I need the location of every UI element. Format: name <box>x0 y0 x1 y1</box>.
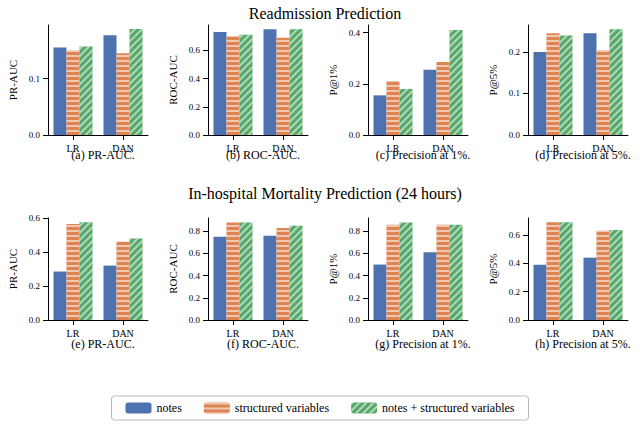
svg-text:Readmission Prediction: Readmission Prediction <box>249 5 401 22</box>
svg-text:0.0: 0.0 <box>349 130 361 140</box>
svg-text:0.2: 0.2 <box>29 281 40 291</box>
svg-text:DAN: DAN <box>272 327 294 339</box>
svg-text:0.0: 0.0 <box>509 315 521 325</box>
svg-text:LR: LR <box>226 327 240 339</box>
svg-text:0.2: 0.2 <box>349 293 360 303</box>
svg-text:(a) PR-AUC.: (a) PR-AUC. <box>71 148 134 162</box>
svg-text:0.4: 0.4 <box>189 271 201 281</box>
svg-text:0.2: 0.2 <box>509 287 520 297</box>
svg-text:P@1%: P@1% <box>327 65 339 96</box>
svg-text:0.4: 0.4 <box>349 271 361 281</box>
svg-text:ROC-AUC: ROC-AUC <box>167 55 179 105</box>
svg-text:0.0: 0.0 <box>29 315 41 325</box>
svg-text:0.1: 0.1 <box>509 88 520 98</box>
svg-text:0.4: 0.4 <box>189 74 201 84</box>
svg-text:DAN: DAN <box>432 327 454 339</box>
svg-text:0.6: 0.6 <box>349 248 361 258</box>
svg-text:0.8: 0.8 <box>349 226 361 236</box>
svg-text:0.4: 0.4 <box>349 28 361 38</box>
svg-text:DAN: DAN <box>592 327 614 339</box>
svg-text:0.2: 0.2 <box>189 102 200 112</box>
svg-text:LR: LR <box>66 327 80 339</box>
svg-text:0.6: 0.6 <box>189 45 201 55</box>
svg-text:DAN: DAN <box>112 327 134 339</box>
svg-text:In-hospital Mortality Predicti: In-hospital Mortality Prediction (24 hou… <box>188 185 462 203</box>
svg-text:0.6: 0.6 <box>29 213 41 223</box>
svg-text:0.2: 0.2 <box>349 79 360 89</box>
svg-text:(f) ROC-AUC.: (f) ROC-AUC. <box>227 337 299 351</box>
svg-text:0.6: 0.6 <box>509 230 521 240</box>
svg-text:LR: LR <box>546 327 560 339</box>
svg-text:0.2: 0.2 <box>509 47 520 57</box>
svg-text:LR: LR <box>386 327 400 339</box>
svg-text:structured variables: structured variables <box>235 401 330 415</box>
svg-text:(h) Precision at 5%.: (h) Precision at 5%. <box>535 337 630 351</box>
svg-text:PR-AUC: PR-AUC <box>7 60 19 100</box>
svg-text:P@5%: P@5% <box>487 65 499 96</box>
svg-text:(e) PR-AUC.: (e) PR-AUC. <box>71 337 134 351</box>
svg-text:0.1: 0.1 <box>29 74 40 84</box>
svg-text:P@1%: P@1% <box>327 254 339 285</box>
svg-text:0.0: 0.0 <box>509 130 521 140</box>
svg-text:0.0: 0.0 <box>189 315 201 325</box>
svg-text:0.2: 0.2 <box>189 293 200 303</box>
svg-text:0.0: 0.0 <box>349 315 361 325</box>
svg-text:P@5%: P@5% <box>487 254 499 285</box>
svg-text:0.4: 0.4 <box>509 258 521 268</box>
svg-text:(g) Precision at 1%.: (g) Precision at 1%. <box>375 337 470 351</box>
svg-text:0.8: 0.8 <box>189 226 201 236</box>
svg-text:PR-AUC: PR-AUC <box>7 249 19 289</box>
svg-text:0.0: 0.0 <box>189 130 201 140</box>
svg-text:notes: notes <box>156 401 182 415</box>
svg-text:0.4: 0.4 <box>29 247 41 257</box>
svg-text:notes + structured variables: notes + structured variables <box>382 401 515 415</box>
svg-text:(d) Precision at 5%.: (d) Precision at 5%. <box>535 148 630 162</box>
svg-text:(c) Precision at 1%.: (c) Precision at 1%. <box>376 148 471 162</box>
svg-text:0.0: 0.0 <box>29 130 41 140</box>
svg-text:(b) ROC-AUC.: (b) ROC-AUC. <box>226 148 300 162</box>
svg-text:0.6: 0.6 <box>189 248 201 258</box>
svg-text:ROC-AUC: ROC-AUC <box>167 244 179 294</box>
